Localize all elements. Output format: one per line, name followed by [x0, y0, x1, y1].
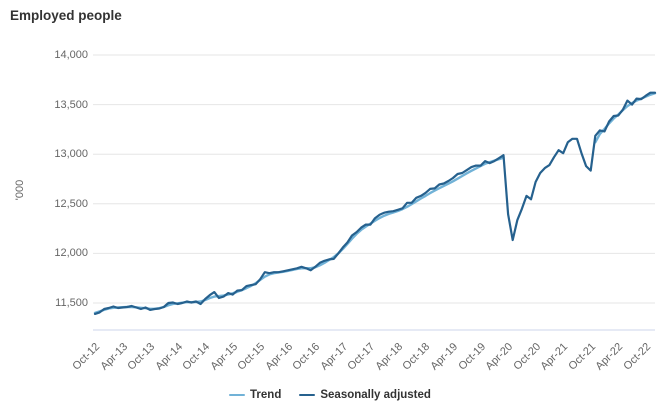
legend-item-seasonally-adjusted[interactable]: Seasonally adjusted: [299, 389, 431, 401]
y-axis-label: 11,500: [55, 297, 88, 309]
y-axis-label: 13,500: [54, 98, 88, 111]
gridlines: [93, 54, 655, 304]
y-axis-label: 12,000: [54, 247, 88, 260]
y-axis-label: 14,000: [54, 49, 88, 61]
chart-title: Employed people: [10, 8, 122, 23]
y-axis-label: 13,000: [54, 148, 88, 161]
seasonally-adjusted-line-series[interactable]: [93, 91, 657, 315]
trend-line-marker-icon: [229, 394, 246, 396]
legend: Trend Seasonally adjusted: [0, 389, 660, 401]
trend-line-series[interactable]: [93, 92, 657, 315]
seasonally-adjusted-line-marker-icon: [299, 394, 316, 396]
legend-item-trend[interactable]: Trend: [229, 389, 281, 401]
y-axis-label: 12,500: [54, 197, 88, 210]
legend-label-trend: Trend: [250, 389, 282, 401]
legend-label-seasonally-adjusted: Seasonally adjusted: [320, 389, 431, 401]
